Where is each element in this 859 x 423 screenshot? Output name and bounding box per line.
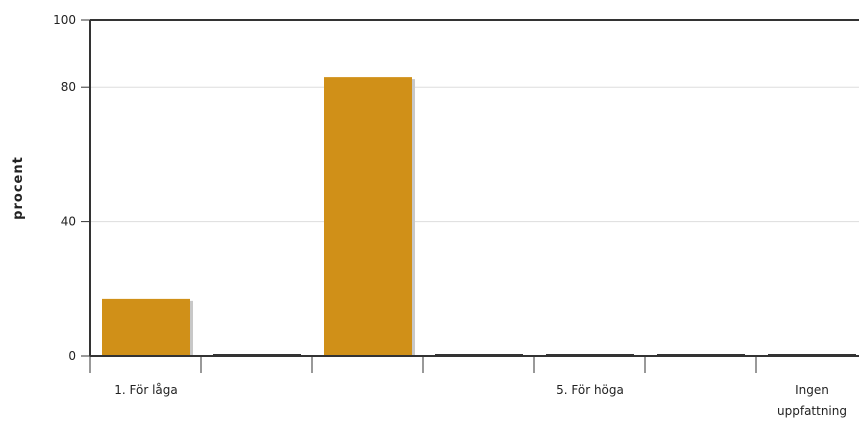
y-ticks: 0 40 80 100 [53,13,90,363]
x-ticks: 1. För låga 5. För höga Ingen uppfattning [89,356,847,418]
grid-lines [90,86,859,223]
y-tick-label-0: 0 [68,349,76,363]
x-tick-label-6: Ingen uppfattning [777,383,847,418]
x-tick-label-0: 1. För låga [114,383,178,397]
y-axis-label: procent [11,156,26,220]
bar-0 [102,298,190,356]
x-tick-label-4: 5. För höga [556,383,624,397]
bars [102,77,856,357]
y-tick-label-100: 100 [53,13,76,27]
bar-2 [324,77,412,357]
y-tick-label-40: 40 [61,215,76,229]
axes [89,19,859,357]
y-tick-label-80: 80 [61,80,76,94]
